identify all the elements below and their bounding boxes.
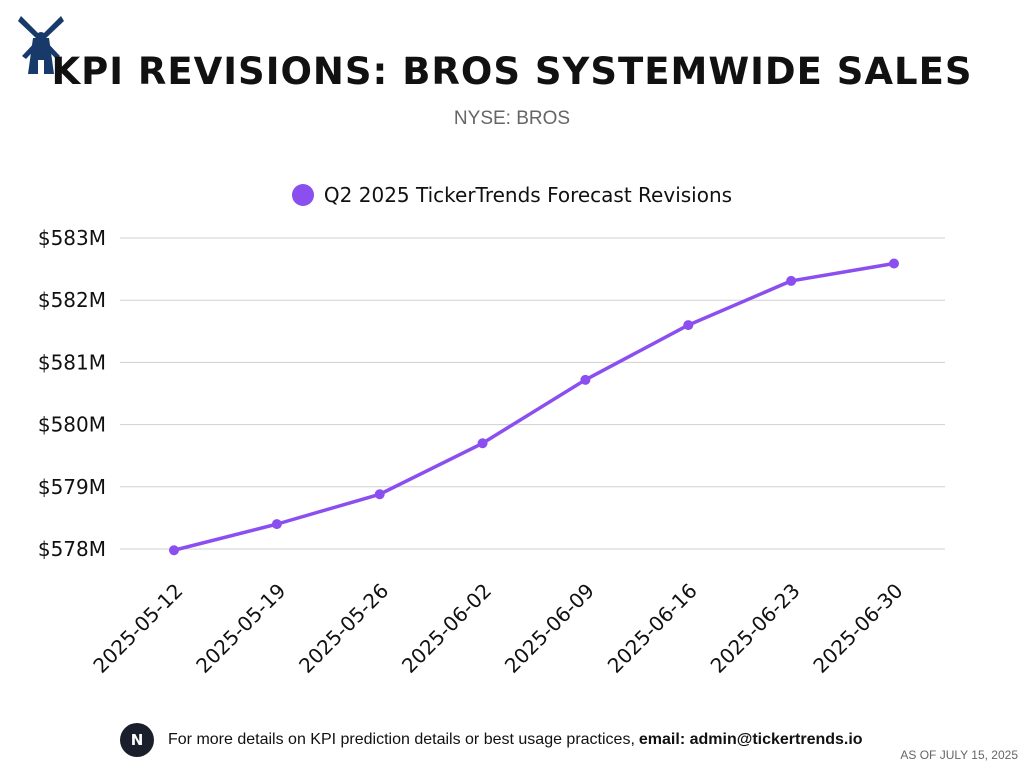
y-tick-label: $578M — [38, 537, 106, 561]
line-chart: $578M $579M $580M $581M $582M $583M 2025-05-1… — [38, 226, 945, 678]
data-point[interactable] — [374, 489, 385, 500]
data-point[interactable] — [271, 519, 282, 530]
x-tick-label: 2025-06-09 — [500, 579, 599, 678]
as-of-date: AS OF JULY 15, 2025 — [900, 748, 1018, 762]
data-point[interactable] — [477, 438, 488, 449]
y-tick-label: $581M — [38, 350, 106, 374]
windmill-icon — [18, 16, 64, 74]
y-tick-label: $583M — [38, 226, 106, 250]
y-tick-label: $582M — [38, 288, 106, 312]
series-line — [172, 261, 896, 552]
data-point[interactable] — [683, 320, 694, 331]
data-point[interactable] — [786, 275, 797, 286]
x-tick-label: 2025-06-02 — [397, 579, 496, 678]
x-tick-label: 2025-05-26 — [294, 579, 393, 678]
x-tick-label: 2025-05-12 — [88, 579, 187, 678]
tickertrends-logo-badge: N — [120, 723, 154, 757]
data-point[interactable] — [169, 545, 179, 556]
x-tick-label: 2025-06-16 — [603, 579, 702, 678]
legend-label: Q2 2025 TickerTrends Forecast Revisions — [323, 183, 733, 207]
ticker-subtitle: NYSE: BROS — [453, 108, 571, 129]
y-tick-label: $580M — [38, 413, 106, 437]
legend-marker — [291, 184, 314, 206]
footer: N For more details on KPI prediction det… — [120, 722, 920, 758]
footer-text: For more details on KPI prediction detai… — [168, 731, 635, 748]
y-tick-label: $579M — [38, 475, 106, 499]
data-point[interactable] — [889, 258, 899, 269]
x-tick-label: 2025-06-30 — [808, 579, 907, 678]
footer-email[interactable]: email: admin@tickertrends.io — [638, 731, 863, 748]
data-point[interactable] — [580, 374, 591, 385]
chart-legend: Q2 2025 TickerTrends Forecast Revisions — [0, 183, 1024, 207]
x-tick-label: 2025-05-19 — [191, 579, 290, 678]
page-title: KPI REVISIONS: BROS SYSTEMWIDE SALES — [51, 50, 973, 93]
x-tick-label: 2025-06-23 — [706, 579, 805, 678]
